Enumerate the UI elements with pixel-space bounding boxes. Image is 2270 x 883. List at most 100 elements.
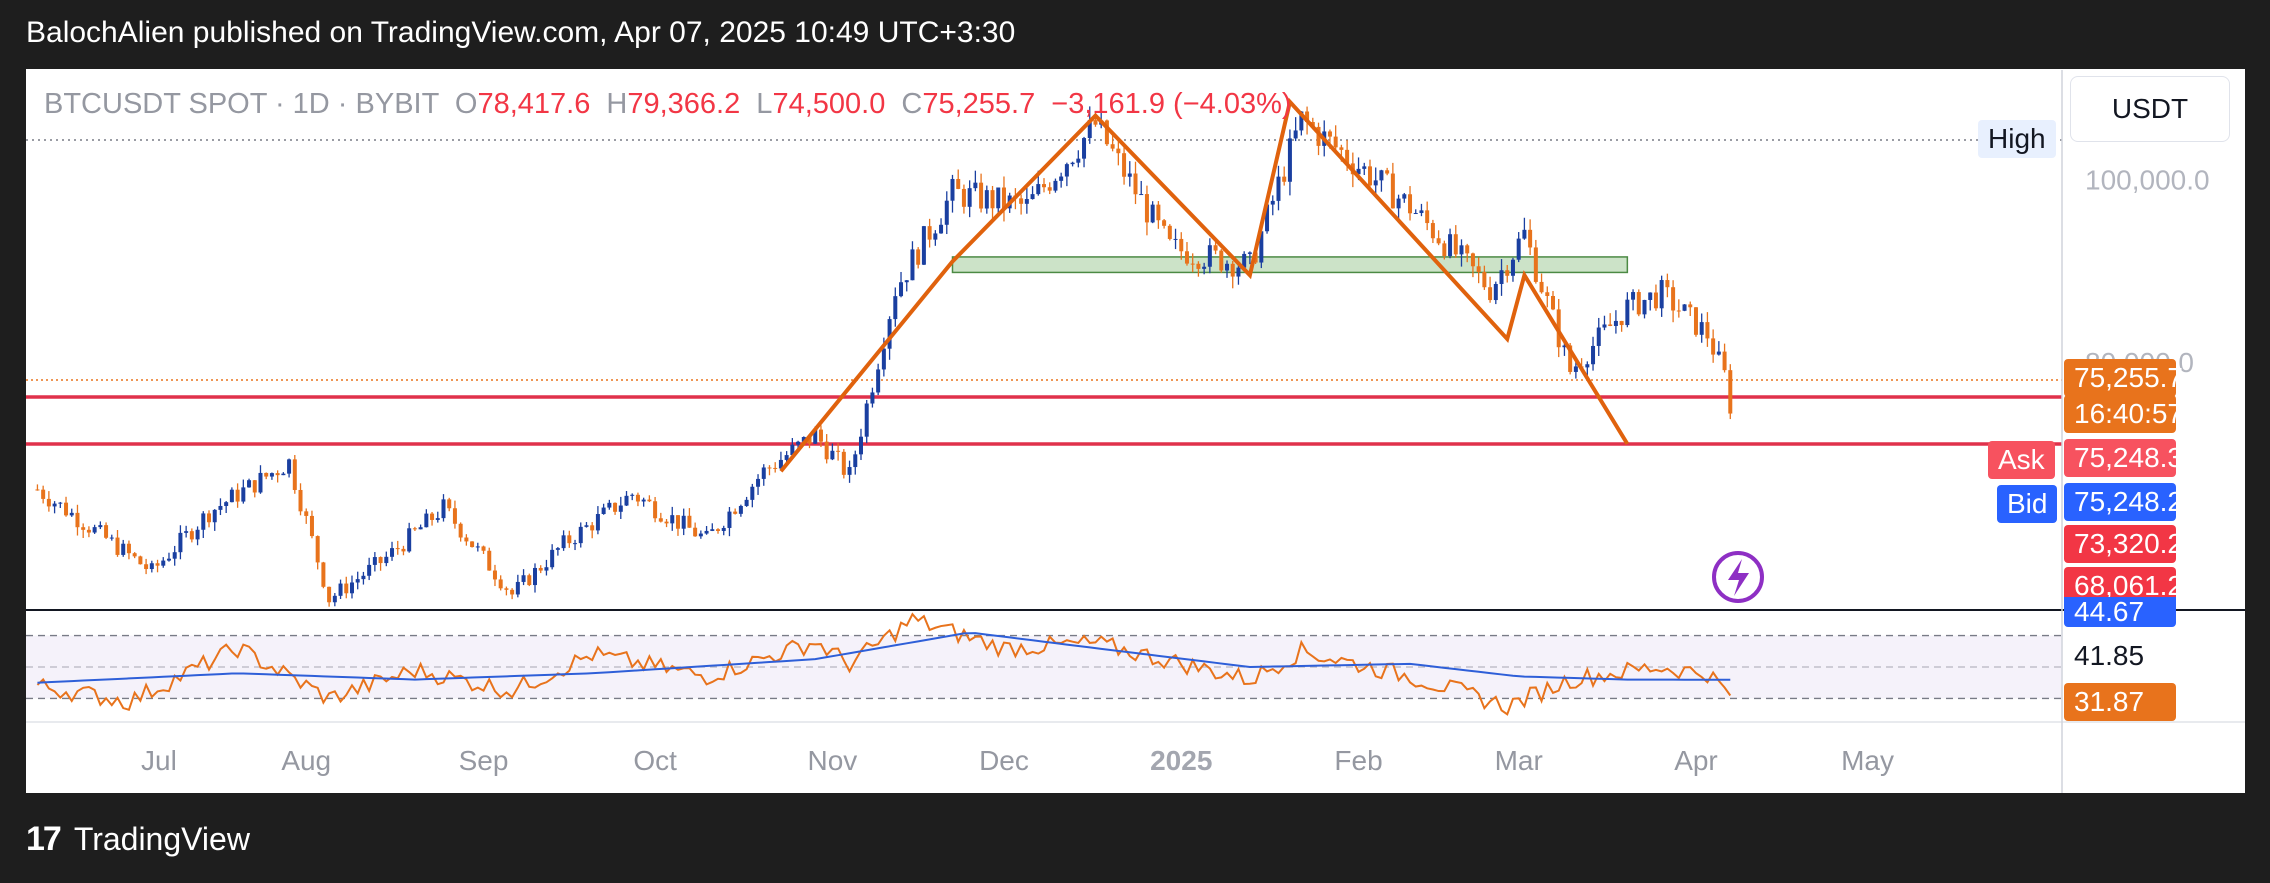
candle-body [361,575,366,580]
candle-body [407,528,412,552]
candles [35,106,1733,607]
candle-body [1333,136,1338,148]
candle-body [607,502,612,508]
candle-body [841,451,846,475]
candle-body [515,581,520,595]
candle-body [767,467,772,469]
countdown-tag: 16:40:57 [2064,395,2183,433]
candle-body [1367,166,1372,186]
candle-body [298,489,303,512]
candle-body [1648,292,1653,300]
candle-body [1402,194,1407,199]
candle-body [1573,366,1578,372]
candle-body [1064,164,1069,177]
candle-body [1213,245,1218,251]
pattern-line [779,97,1630,473]
candle-body [658,518,663,522]
candle-body [1596,327,1601,346]
candle-body [550,549,555,568]
candle-body [824,441,829,460]
tradingview-brand[interactable]: 17 TradingView [26,820,250,859]
candle-body [1459,245,1464,255]
candle-body [1053,180,1058,191]
candle-body [1711,338,1716,355]
candle-body [144,564,149,570]
candle-body [287,459,292,474]
reference-lines [26,139,2062,446]
candle-body [1636,292,1641,315]
price-axis: 100,000.080,000.0 [2085,164,2210,377]
candle-body [218,505,223,510]
open-key: O [454,88,478,120]
candle-body [613,502,618,512]
candle-body [367,564,372,576]
candle-body [1110,144,1115,149]
candle-body [567,535,572,544]
candle-body [984,190,989,209]
candle-body [1219,250,1224,271]
candle-body [447,499,452,509]
candle-body [441,499,446,519]
candle-body [1116,148,1121,154]
time-tick-label: Dec [979,745,1029,776]
candle-body [1510,259,1515,276]
candle-body [1545,292,1550,296]
level1-price-tag: 73,320.2 [2064,525,2183,563]
candle-body [1167,225,1172,239]
candle-body [464,537,469,542]
candle-body [1379,170,1384,181]
candle-body [1693,307,1698,335]
support-zone [951,256,1629,274]
candle-body [435,518,440,520]
axes [26,70,2245,793]
candle-body [69,512,74,516]
candle-body [1653,292,1658,309]
candle-body [687,515,692,528]
candle-body [172,552,177,559]
time-tick-label: Nov [807,745,857,776]
candle-body [1156,204,1161,221]
candle-body [109,537,114,539]
candle-body [1728,370,1733,414]
candle-body [1299,111,1304,131]
candle-body [224,502,229,506]
candle-body [1316,126,1321,146]
candle-body [790,444,795,456]
candle-body [1722,351,1727,371]
candle-body [452,508,457,524]
rsi-ma-tag: 41.85 [2064,637,2176,675]
low-value: 74,500.0 [772,88,886,120]
candle-body [492,570,497,580]
candle-body [939,224,944,234]
candle-body [721,527,726,531]
candle-body [704,530,709,534]
currency-unit-button[interactable]: USDT [2070,76,2230,142]
candle-body [1162,220,1167,226]
candle-body [864,403,869,437]
candle-body [1665,280,1670,288]
candle-body [1236,267,1241,277]
candle-body [470,541,475,548]
bid-price-tag: 75,248.2 [2064,483,2183,521]
candle-body [853,454,858,468]
candle-body [1082,138,1087,159]
candle-body [241,487,246,502]
candle-body [624,495,629,506]
lightning-icon[interactable] [1712,551,1764,603]
candle-body [973,182,978,189]
candle-body [1716,351,1721,355]
candle-body [1362,166,1367,169]
candle-body [481,546,486,551]
candle-body [1104,120,1109,145]
candle-body [212,509,217,523]
candle-body [41,489,46,499]
candle-body [601,507,606,515]
candle-body [538,567,543,571]
candle-body [1047,187,1052,191]
candle-body [927,226,932,240]
candle-body [990,190,995,209]
candle-body [1225,263,1230,271]
candle-body [899,282,904,297]
candle-body [847,467,852,475]
